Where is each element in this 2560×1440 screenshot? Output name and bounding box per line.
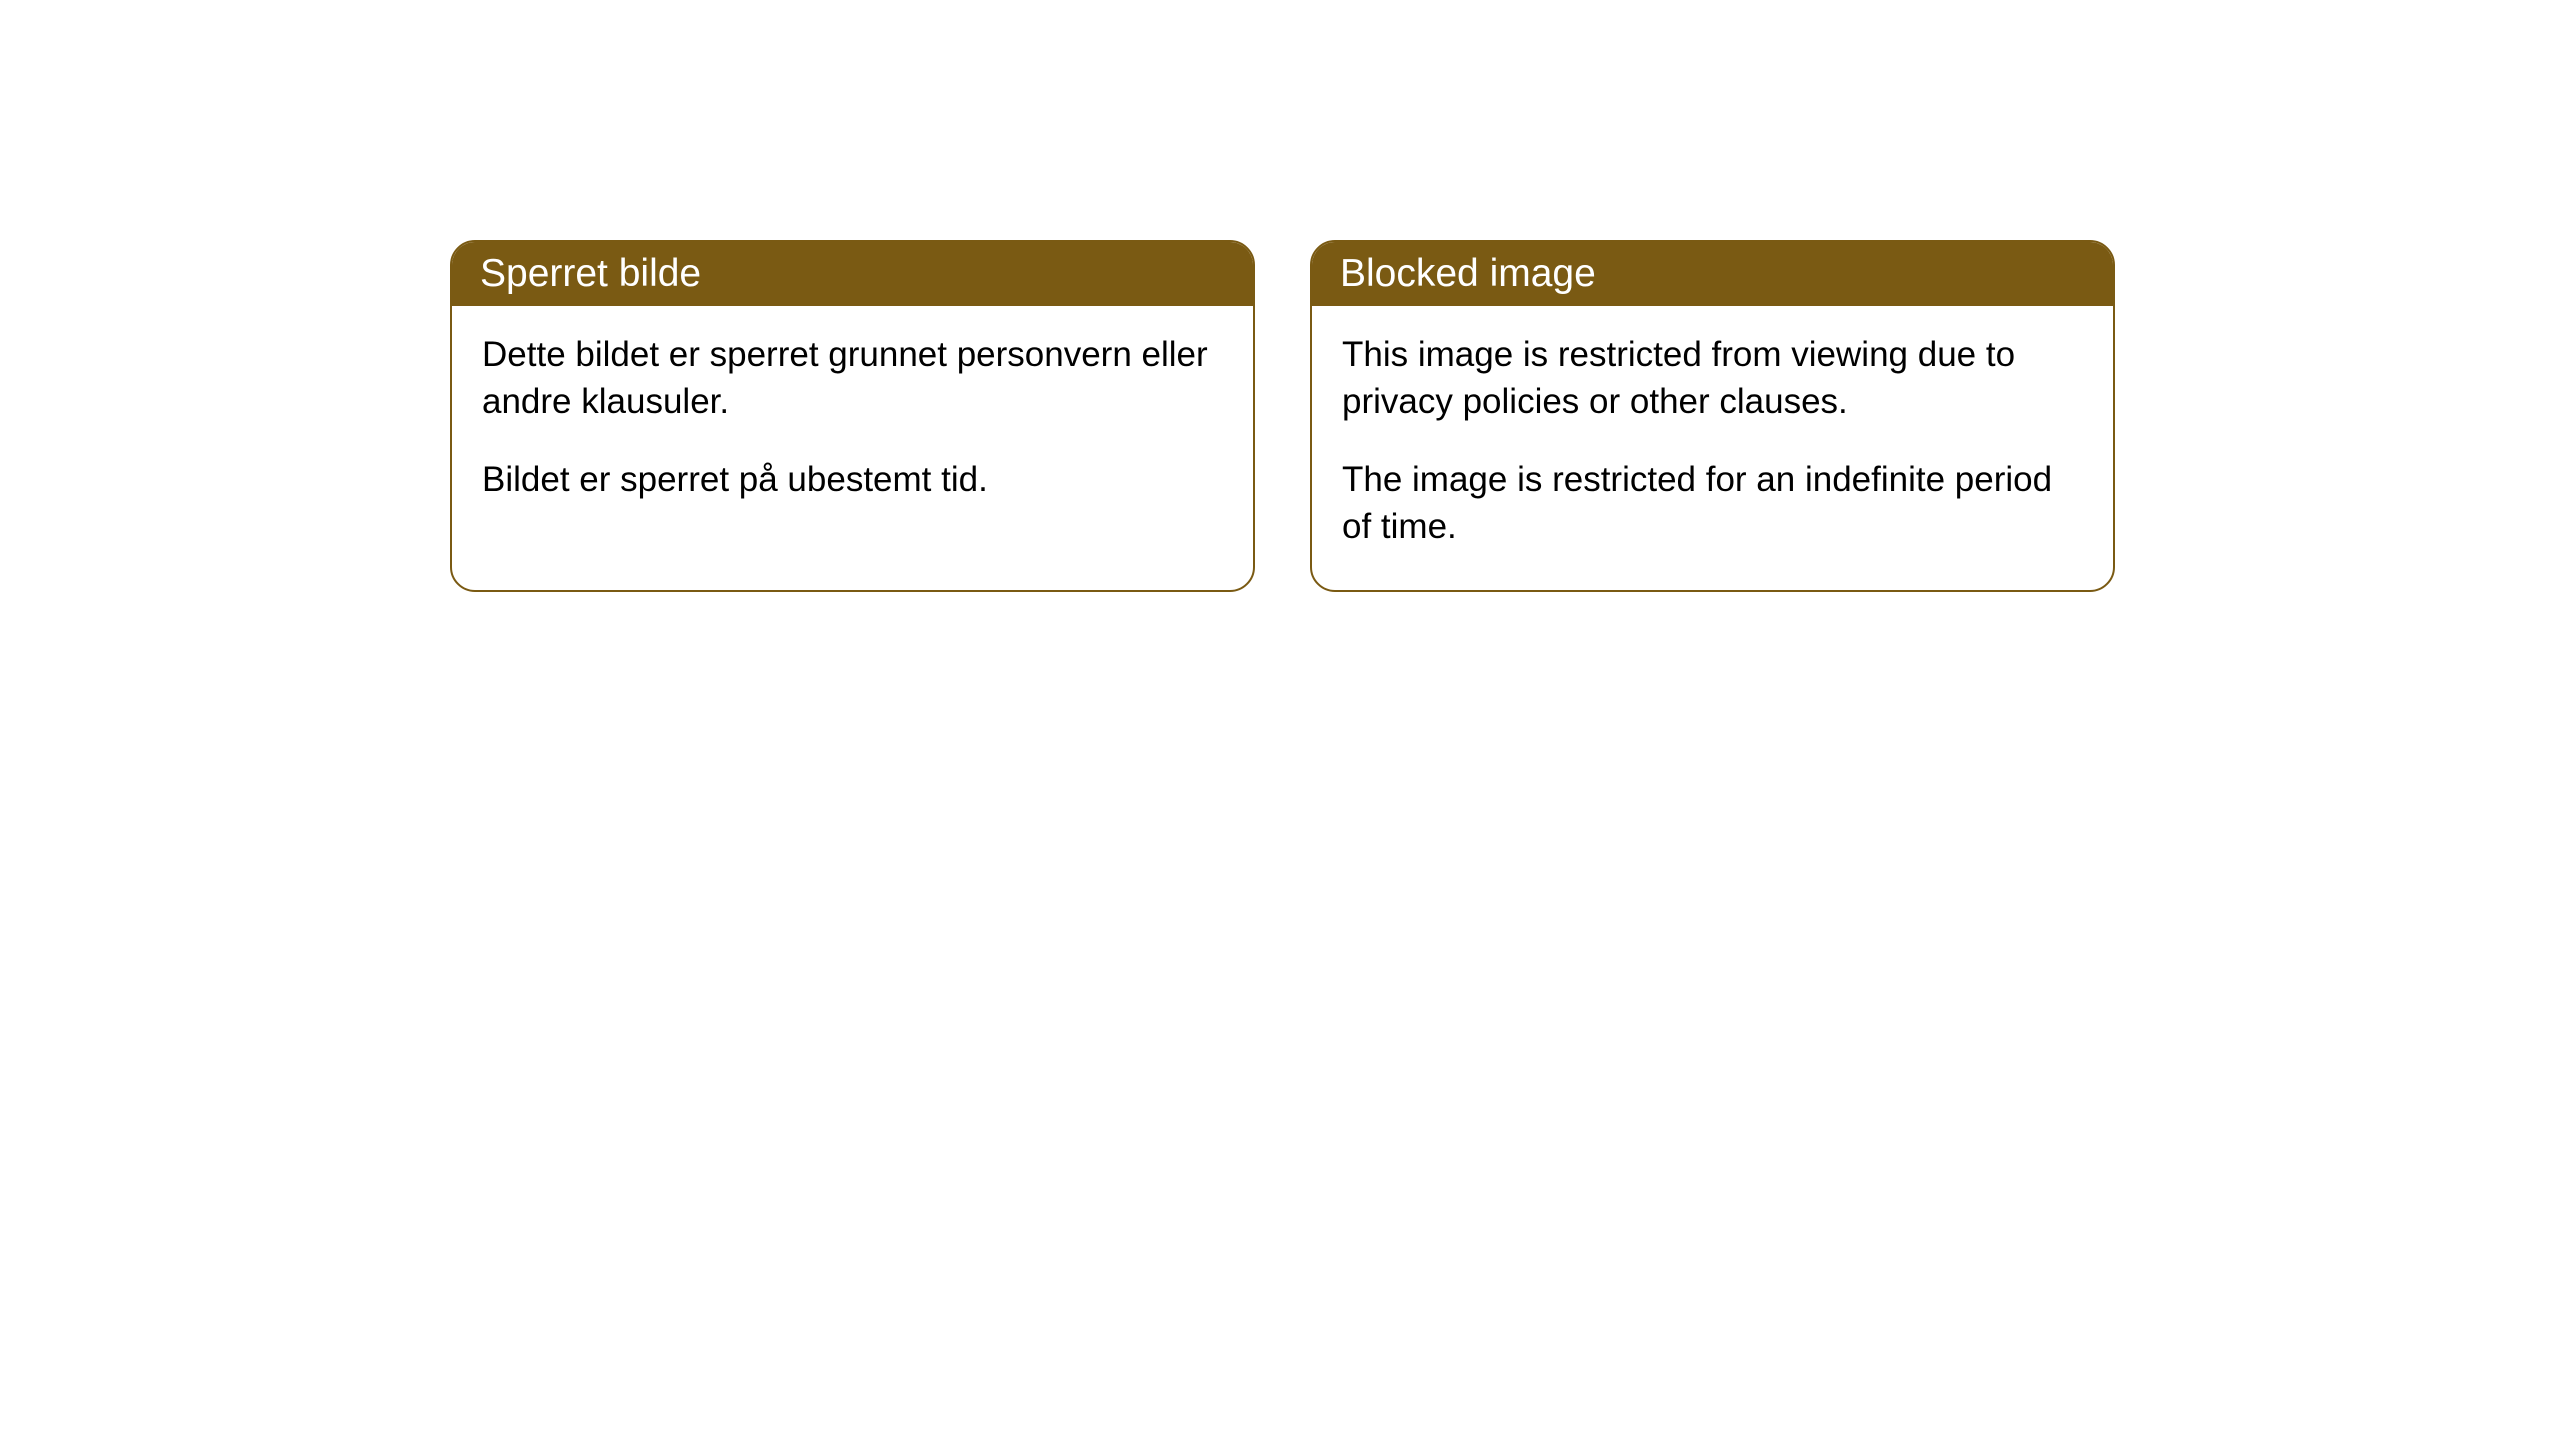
card-header: Sperret bilde — [452, 242, 1253, 306]
card-header: Blocked image — [1312, 242, 2113, 306]
card-title: Sperret bilde — [480, 252, 701, 295]
card-paragraph-1: Dette bildet er sperret grunnet personve… — [482, 331, 1223, 426]
blocked-image-card-norwegian: Sperret bilde Dette bildet er sperret gr… — [450, 240, 1255, 592]
card-paragraph-1: This image is restricted from viewing du… — [1342, 331, 2083, 426]
card-paragraph-2: Bildet er sperret på ubestemt tid. — [482, 456, 1223, 503]
blocked-image-card-english: Blocked image This image is restricted f… — [1310, 240, 2115, 592]
card-title: Blocked image — [1340, 252, 1596, 295]
card-body: This image is restricted from viewing du… — [1312, 306, 2113, 590]
card-paragraph-2: The image is restricted for an indefinit… — [1342, 456, 2083, 551]
blocked-image-cards-container: Sperret bilde Dette bildet er sperret gr… — [450, 240, 2560, 592]
card-body: Dette bildet er sperret grunnet personve… — [452, 306, 1253, 543]
